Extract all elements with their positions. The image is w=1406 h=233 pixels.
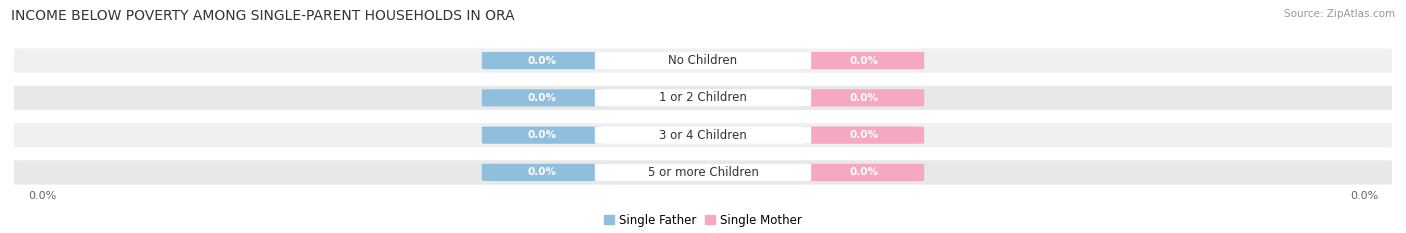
Text: 1 or 2 Children: 1 or 2 Children [659,91,747,104]
Text: INCOME BELOW POVERTY AMONG SINGLE-PARENT HOUSEHOLDS IN ORA: INCOME BELOW POVERTY AMONG SINGLE-PARENT… [11,9,515,23]
FancyBboxPatch shape [803,89,924,106]
Text: 5 or more Children: 5 or more Children [648,166,758,179]
FancyBboxPatch shape [482,89,603,106]
FancyBboxPatch shape [595,89,811,106]
Text: 3 or 4 Children: 3 or 4 Children [659,129,747,142]
FancyBboxPatch shape [803,164,924,181]
FancyBboxPatch shape [803,52,924,69]
Text: 0.0%: 0.0% [1350,191,1378,201]
Text: Source: ZipAtlas.com: Source: ZipAtlas.com [1284,9,1395,19]
FancyBboxPatch shape [7,48,1399,73]
Legend: Single Father, Single Mother: Single Father, Single Mother [605,214,801,227]
FancyBboxPatch shape [595,164,811,181]
Text: 0.0%: 0.0% [849,130,877,140]
FancyBboxPatch shape [482,127,603,144]
FancyBboxPatch shape [7,123,1399,147]
Text: 0.0%: 0.0% [849,168,877,177]
FancyBboxPatch shape [7,160,1399,185]
Text: 0.0%: 0.0% [529,130,557,140]
FancyBboxPatch shape [595,127,811,144]
Text: 0.0%: 0.0% [849,93,877,103]
Text: 0.0%: 0.0% [849,56,877,65]
FancyBboxPatch shape [482,164,603,181]
Text: 0.0%: 0.0% [529,168,557,177]
FancyBboxPatch shape [7,86,1399,110]
FancyBboxPatch shape [595,52,811,69]
Text: 0.0%: 0.0% [529,56,557,65]
FancyBboxPatch shape [482,52,603,69]
FancyBboxPatch shape [803,127,924,144]
Text: 0.0%: 0.0% [529,93,557,103]
Text: 0.0%: 0.0% [28,191,56,201]
Text: No Children: No Children [668,54,738,67]
